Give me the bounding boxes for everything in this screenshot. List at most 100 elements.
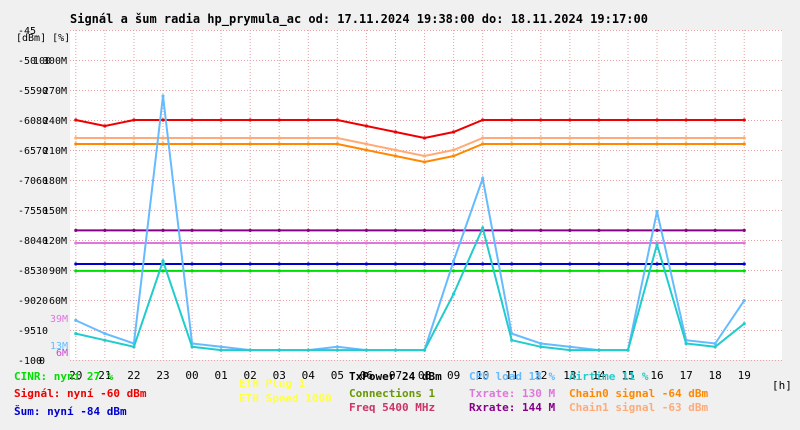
legend-item: Rxrate: 144 M [469,401,556,414]
series-point [539,345,543,349]
series-point [132,118,136,122]
series-point [306,142,310,146]
legend-item: Signál: nyní -60 dBm [14,387,147,400]
series-point [713,228,717,232]
series-point [277,118,281,122]
series-point [306,118,310,122]
y-tick-rate: 300M [43,56,67,67]
series-point [510,136,514,140]
x-unit-label: [h] [772,379,792,392]
series-point [481,142,485,146]
series-point [103,136,107,140]
y-tick-rate: 240M [43,116,67,127]
series-line-chain1-signal [75,137,745,158]
series-point [684,241,688,245]
series-point [277,241,281,245]
series-point [335,118,339,122]
series-point [393,262,398,266]
series-point [219,118,223,122]
series-point [103,241,107,245]
series-point [742,136,746,140]
series-point [161,241,165,245]
x-tick: 18 [709,369,722,382]
inner-rate-label: 6M [56,348,68,359]
series-point [74,332,78,336]
series-point [655,209,659,214]
y-tick-pct: 10 [36,326,48,337]
series-point [422,154,427,158]
series-point [219,228,223,232]
grid [70,30,782,361]
x-tick: 10 [476,369,489,382]
series-point [161,142,165,146]
y-tick-rate: 60M [49,296,67,307]
series-point [626,241,630,245]
y-tick-dbm: -50 [18,56,36,67]
series-point [422,269,427,273]
series-point [335,269,339,273]
series-point [364,269,369,273]
series-point [510,228,514,232]
series-point [277,142,281,146]
series-point [132,262,136,266]
series-point [684,142,688,146]
chart-title: Signál a šum radia hp_prymula_ac od: 17.… [70,12,648,27]
series-point [626,269,630,273]
series-point [393,154,398,158]
x-tick: 02 [244,369,257,382]
series-point [481,176,485,181]
y-tick-pct: 90 [36,86,48,97]
series-point [510,262,514,266]
x-tick: 00 [185,369,198,382]
series-point [713,341,717,346]
y-tick-rate: 90M [49,266,67,277]
series-point [74,118,78,122]
series-point [655,142,659,146]
series-point [277,136,281,140]
series-point [364,348,369,352]
x-tick: 12 [534,369,547,382]
series-point [568,241,572,245]
series-point [597,142,601,146]
series-point [452,154,456,158]
series-point [539,341,543,346]
x-tick: 15 [621,369,634,382]
series-point [248,262,252,266]
series-point [422,136,427,140]
legend-item: TxPower 24 dBm [349,370,442,383]
y-tick-rate: 150M [43,206,67,217]
series-point [655,242,659,247]
legend-item: Freq 5400 MHz [349,401,436,414]
series-point [248,142,252,146]
series-point [277,228,281,232]
series-point [219,269,223,273]
series-point [335,262,339,266]
x-tick: 17 [679,369,692,382]
y-tick-dbm: -95 [18,326,36,337]
series-point [742,142,746,146]
y-tick-dbm: -100 [18,356,42,367]
series-line-chain0-signal [75,143,745,164]
series-point [132,136,136,140]
series-point [597,269,601,273]
series-point [713,269,717,273]
series-point [568,136,572,140]
series-line-sign-l [75,119,745,140]
series-point [568,118,572,122]
series-point [190,345,194,349]
series-point [161,136,165,140]
series-point [742,322,746,326]
series-point [452,269,456,273]
series-point [597,262,601,266]
y-tick-rate: 210M [43,146,67,157]
y-tick-pct: 0 [39,356,45,367]
series-point [568,269,572,273]
x-tick: 22 [127,369,140,382]
x-axis-labels: 20 21 22 23 00 01 02 03 04 05 06 07 08 09 10 11 12 13 14 15… [69,369,751,382]
y-tick-dbm: -55 [18,86,36,97]
series-point [161,94,165,98]
series-point [364,124,369,128]
series-point [568,345,572,349]
series-point [219,262,223,266]
series-point [422,160,427,164]
